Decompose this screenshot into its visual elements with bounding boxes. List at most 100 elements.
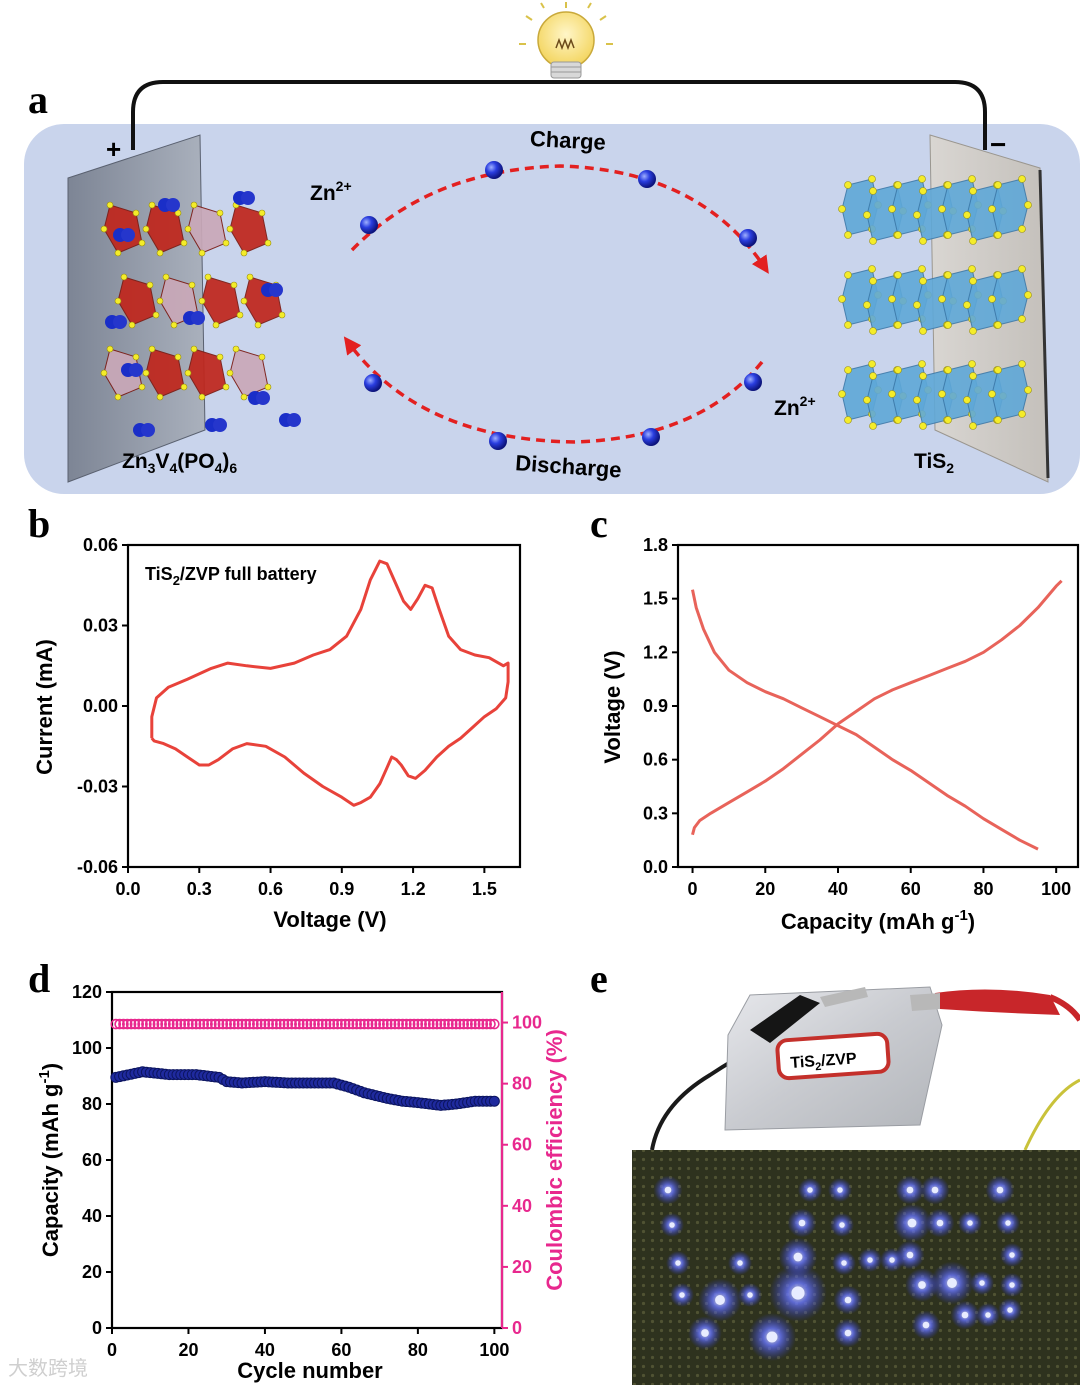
ce-point bbox=[267, 1018, 278, 1030]
ce-point bbox=[393, 1018, 405, 1030]
cycling-x-tick-label: 80 bbox=[408, 1340, 428, 1360]
ce-point bbox=[427, 1018, 439, 1030]
ce-point bbox=[183, 1018, 194, 1030]
oxygen-atom bbox=[240, 297, 248, 305]
cv-x-tick-label: 0.0 bbox=[115, 879, 140, 899]
ce-point bbox=[328, 1018, 340, 1030]
ce-point bbox=[186, 1018, 198, 1030]
sulfur-atom bbox=[844, 321, 852, 329]
oxygen-atom bbox=[120, 273, 128, 281]
ce-point bbox=[167, 1018, 179, 1030]
sulfur-atom bbox=[994, 321, 1002, 329]
cycling-chart: 0 20 40 60 80 100020406080100120020406080100 … bbox=[36, 982, 567, 1383]
oxygen-atom bbox=[222, 239, 230, 247]
gcd-y-tick-label: 0.3 bbox=[643, 803, 668, 823]
ce-point bbox=[175, 1018, 187, 1030]
sulfur-atom bbox=[869, 422, 877, 430]
ce-point bbox=[324, 1018, 336, 1030]
oxygen-atom bbox=[258, 353, 266, 361]
oxygen-atom bbox=[222, 383, 230, 391]
vo-polyhedron bbox=[201, 276, 241, 326]
ce-point bbox=[244, 1018, 255, 1030]
sulfur-atom bbox=[863, 211, 871, 219]
sulfur-atom bbox=[918, 265, 926, 273]
sulfur-atom bbox=[1024, 386, 1032, 394]
cycling-y-tick-label: 40 bbox=[82, 1206, 102, 1226]
zn-atom bbox=[113, 315, 127, 329]
ce-point bbox=[198, 1018, 210, 1030]
led bbox=[936, 1219, 944, 1227]
sulfur-atom bbox=[969, 372, 977, 380]
sulfur-atom bbox=[938, 205, 946, 213]
panel-label-b: b bbox=[28, 501, 51, 546]
ce-point bbox=[416, 1018, 428, 1030]
cathode-formula: Zn3V4(PO4)6 bbox=[122, 450, 237, 476]
cycling-x-tick-label: 100 bbox=[479, 1340, 509, 1360]
pouch-label-frame bbox=[775, 1031, 891, 1081]
cycling-x-axis-title: Cycle number bbox=[237, 1358, 383, 1383]
gcd-x-tick-label: 60 bbox=[901, 879, 921, 899]
sulfur-atom bbox=[969, 187, 977, 195]
zn-ion-label-bottom: Zn2+ bbox=[774, 393, 816, 420]
sulfur-atom bbox=[888, 390, 896, 398]
cycling-y2-tick-label: 0 bbox=[512, 1318, 522, 1338]
ce-point bbox=[114, 1018, 125, 1030]
ce-point bbox=[339, 1018, 351, 1030]
led bbox=[664, 1186, 672, 1194]
oxygen-atom bbox=[180, 383, 188, 391]
vo-polyhedron bbox=[187, 204, 227, 254]
led bbox=[906, 1251, 914, 1259]
ce-point bbox=[466, 1018, 477, 1030]
oxygen-atom bbox=[146, 281, 154, 289]
led-demo-photo: TiS2/ZVP bbox=[630, 975, 1080, 1385]
ce-point bbox=[110, 1018, 122, 1030]
yellow-wire bbox=[1023, 1078, 1080, 1151]
led bbox=[1007, 1307, 1013, 1313]
ce-point bbox=[278, 1018, 290, 1030]
led bbox=[996, 1186, 1004, 1194]
zn-atom bbox=[191, 311, 205, 325]
gcd-charge-curve bbox=[691, 579, 1063, 836]
sulfur-atom bbox=[1024, 291, 1032, 299]
oxygen-atom bbox=[100, 369, 108, 377]
oxygen-atom bbox=[100, 225, 108, 233]
zn-atom bbox=[256, 391, 270, 405]
ce-point bbox=[225, 1018, 236, 1030]
led bbox=[839, 1222, 845, 1228]
ce-point bbox=[152, 1018, 164, 1030]
led bbox=[841, 1260, 847, 1266]
led bbox=[675, 1260, 681, 1266]
zn-atom bbox=[241, 191, 255, 205]
oxygen-atom bbox=[138, 239, 146, 247]
cycling-y2-tick-label: 60 bbox=[512, 1135, 532, 1155]
sulfur-atom bbox=[838, 205, 846, 213]
oxygen-atom bbox=[278, 311, 286, 319]
sulfur-atom bbox=[838, 390, 846, 398]
pouch-label: TiS2/ZVP bbox=[790, 1050, 858, 1075]
cv-legend: TiS2/ZVP full battery bbox=[145, 564, 317, 588]
anode-formula: TiS2 bbox=[914, 450, 954, 476]
cv-y-tick-label: -0.06 bbox=[77, 857, 118, 877]
oxygen-atom bbox=[188, 281, 196, 289]
cv-y-tick-label: 0.00 bbox=[83, 696, 118, 716]
led bbox=[1005, 1220, 1011, 1226]
cycling-y-tick-label: 0 bbox=[92, 1318, 102, 1338]
capacity-point bbox=[488, 1095, 500, 1107]
sulfur-atom bbox=[919, 372, 927, 380]
gcd-x-tick-label: 80 bbox=[973, 879, 993, 899]
gcd-discharge-curve bbox=[691, 589, 1039, 851]
sulfur-atom bbox=[844, 271, 852, 279]
ce-point bbox=[401, 1018, 412, 1030]
sulfur-atom bbox=[994, 181, 1002, 189]
sulfur-atom bbox=[888, 295, 896, 303]
oxygen-atom bbox=[240, 249, 248, 257]
ce-point bbox=[206, 1018, 217, 1030]
sulfur-atom bbox=[963, 211, 971, 219]
oxygen-atom bbox=[170, 321, 178, 329]
ce-point bbox=[209, 1018, 221, 1030]
sulfur-atom bbox=[1018, 175, 1026, 183]
ce-point bbox=[374, 1018, 385, 1030]
ce-point bbox=[248, 1018, 259, 1030]
oxygen-atom bbox=[236, 311, 244, 319]
led bbox=[1009, 1282, 1015, 1288]
